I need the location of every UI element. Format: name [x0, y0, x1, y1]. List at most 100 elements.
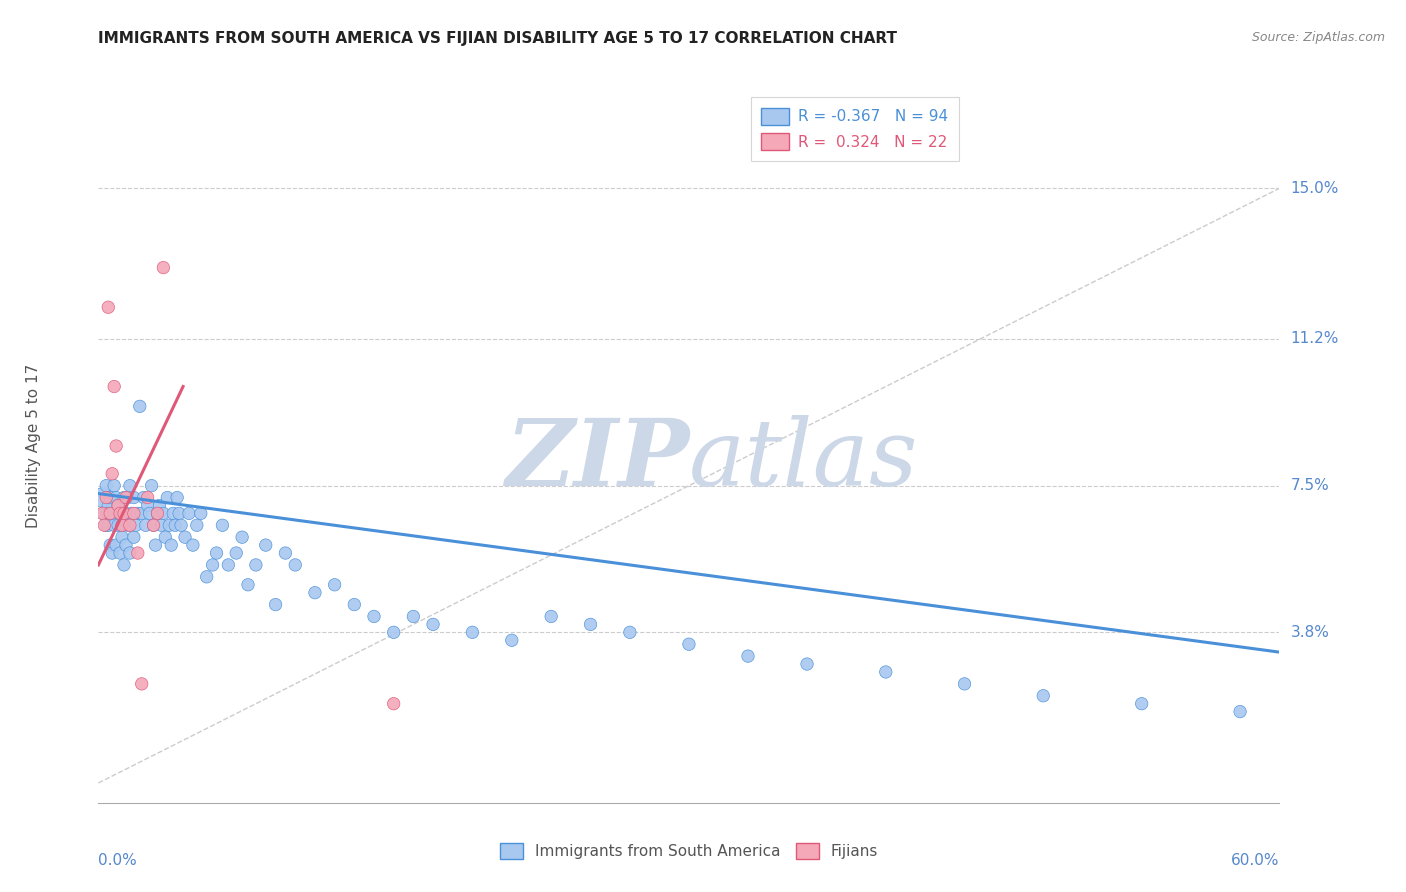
Point — [875, 665, 897, 679]
Point — [93, 507, 115, 521]
Point — [136, 491, 159, 505]
Point — [112, 491, 135, 505]
Point — [162, 507, 184, 521]
Point — [122, 507, 145, 521]
Point — [101, 467, 124, 481]
Point — [165, 518, 187, 533]
Point — [186, 518, 208, 533]
Point — [108, 546, 131, 560]
Point — [131, 677, 153, 691]
Point — [112, 558, 135, 572]
Point — [382, 697, 405, 711]
Point — [103, 379, 125, 393]
Point — [422, 617, 444, 632]
Point — [91, 491, 114, 505]
Text: Source: ZipAtlas.com: Source: ZipAtlas.com — [1251, 31, 1385, 45]
Point — [619, 625, 641, 640]
Point — [323, 578, 346, 592]
Point — [177, 507, 200, 521]
Point — [101, 507, 124, 521]
Point — [150, 518, 173, 533]
Point — [181, 538, 204, 552]
Point — [145, 538, 167, 552]
Point — [245, 558, 267, 572]
Point — [146, 507, 169, 521]
Point — [135, 518, 157, 533]
Point — [101, 546, 124, 560]
Point — [97, 507, 120, 521]
Point — [141, 478, 163, 492]
Point — [98, 538, 121, 552]
Point — [167, 507, 190, 521]
Point — [157, 518, 180, 533]
Point — [138, 507, 160, 521]
Text: ZIP: ZIP — [505, 416, 689, 505]
Legend: Immigrants from South America, Fijians: Immigrants from South America, Fijians — [492, 835, 886, 866]
Point — [118, 546, 141, 560]
Point — [461, 625, 484, 640]
Point — [304, 585, 326, 599]
Text: 60.0%: 60.0% — [1232, 853, 1279, 868]
Text: IMMIGRANTS FROM SOUTH AMERICA VS FIJIAN DISABILITY AGE 5 TO 17 CORRELATION CHART: IMMIGRANTS FROM SOUTH AMERICA VS FIJIAN … — [98, 31, 897, 46]
Point — [579, 617, 602, 632]
Point — [103, 478, 125, 492]
Point — [254, 538, 277, 552]
Point — [115, 538, 138, 552]
Point — [1229, 705, 1251, 719]
Point — [118, 478, 141, 492]
Point — [211, 518, 233, 533]
Point — [91, 507, 114, 521]
Point — [501, 633, 523, 648]
Point — [111, 518, 134, 533]
Point — [236, 578, 259, 592]
Point — [225, 546, 247, 560]
Point — [1032, 689, 1054, 703]
Point — [142, 518, 165, 533]
Point — [148, 499, 170, 513]
Point — [343, 598, 366, 612]
Point — [737, 649, 759, 664]
Point — [132, 491, 155, 505]
Point — [118, 518, 141, 533]
Text: atlas: atlas — [689, 416, 918, 505]
Point — [953, 677, 976, 691]
Point — [131, 507, 153, 521]
Point — [127, 507, 149, 521]
Point — [97, 518, 120, 533]
Point — [363, 609, 385, 624]
Point — [117, 518, 139, 533]
Point — [796, 657, 818, 671]
Text: 7.5%: 7.5% — [1291, 478, 1329, 493]
Point — [111, 530, 134, 544]
Point — [402, 609, 425, 624]
Point — [108, 507, 131, 521]
Point — [121, 507, 143, 521]
Text: 3.8%: 3.8% — [1291, 624, 1330, 640]
Point — [264, 598, 287, 612]
Point — [122, 491, 145, 505]
Point — [678, 637, 700, 651]
Point — [107, 518, 129, 533]
Point — [97, 499, 120, 513]
Point — [97, 300, 120, 314]
Point — [174, 530, 197, 544]
Point — [274, 546, 297, 560]
Point — [155, 530, 177, 544]
Point — [146, 507, 169, 521]
Point — [152, 260, 174, 275]
Point — [540, 609, 562, 624]
Text: 15.0%: 15.0% — [1291, 181, 1339, 196]
Point — [152, 507, 174, 521]
Point — [112, 507, 135, 521]
Point — [170, 518, 193, 533]
Point — [284, 558, 307, 572]
Point — [111, 518, 134, 533]
Point — [98, 491, 121, 505]
Point — [156, 491, 179, 505]
Point — [96, 478, 118, 492]
Point — [127, 546, 149, 560]
Text: 11.2%: 11.2% — [1291, 332, 1339, 346]
Point — [231, 530, 253, 544]
Point — [201, 558, 224, 572]
Point — [122, 530, 145, 544]
